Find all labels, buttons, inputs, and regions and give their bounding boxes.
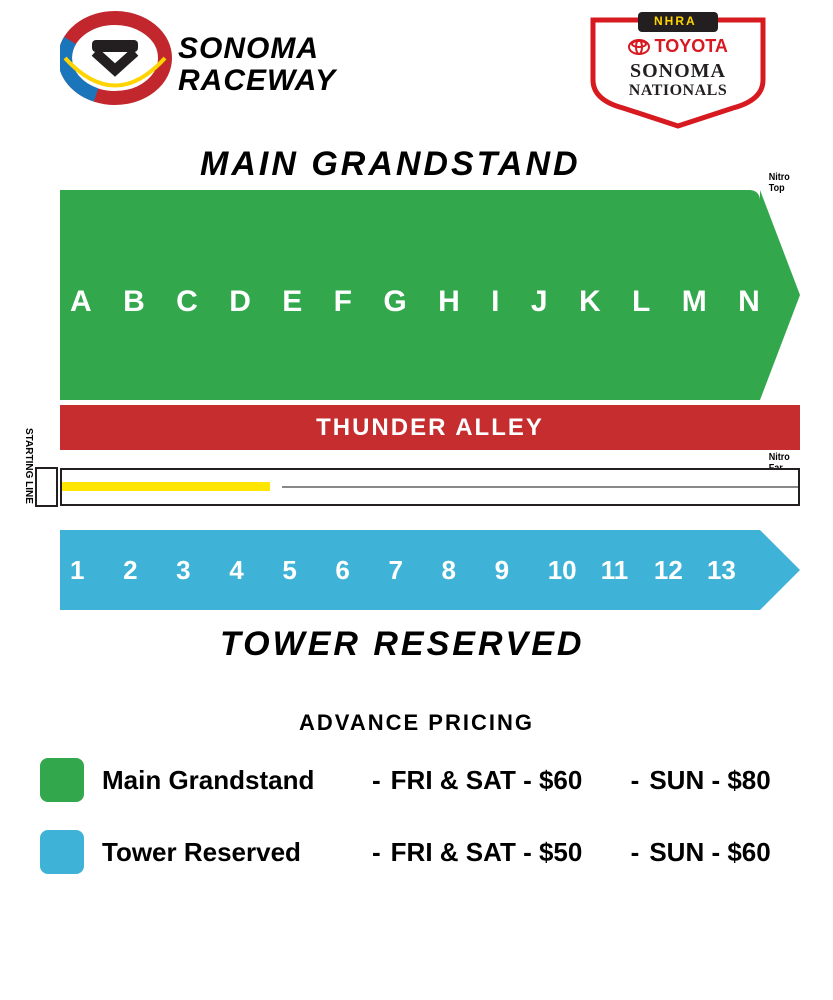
pricing-swatch-icon xyxy=(40,830,84,874)
tower-section: 13 xyxy=(707,555,760,586)
badge-line1: SONOMA xyxy=(613,60,743,83)
sonoma-nationals-logo: NHRA TOYOTA SONOMA NATIONALS xyxy=(583,10,773,130)
start-line-box xyxy=(35,467,58,507)
main-grandstand-title: MAIN GRANDSTAND xyxy=(200,145,581,184)
pricing-swatch-icon xyxy=(40,758,84,802)
pricing-value: FRI & SAT - $50 xyxy=(391,837,621,868)
seating-map: MAIN GRANDSTAND Nitro Top ABCDEFGHIJKLMN… xyxy=(0,130,833,700)
grandstand-section: G xyxy=(383,285,406,319)
pricing-table: ADVANCE PRICING Main Grandstand-FRI & SA… xyxy=(0,700,833,874)
tower-section: 10 xyxy=(548,555,601,586)
pricing-label: Tower Reserved xyxy=(102,837,362,868)
grandstand-section: C xyxy=(176,285,198,319)
grandstand-section: F xyxy=(334,285,352,319)
dash-icon: - xyxy=(372,765,381,796)
badge-line2: NATIONALS xyxy=(613,82,743,100)
grandstand-arrow-icon xyxy=(760,190,800,400)
logo-line2: RACEWAY xyxy=(178,64,336,98)
grandstand-section: N xyxy=(738,285,760,319)
pricing-value: FRI & SAT - $60 xyxy=(391,765,621,796)
logo-line1: SONOMA xyxy=(178,32,319,66)
nhra-label: NHRA xyxy=(654,14,697,28)
grandstand-section: M xyxy=(682,285,707,319)
tower-section: 2 xyxy=(123,555,176,586)
grandstand-sections: ABCDEFGHIJKLMN xyxy=(70,285,760,319)
tower-section: 12 xyxy=(654,555,707,586)
tower-section: 11 xyxy=(601,555,654,586)
dash-icon: - xyxy=(631,837,640,868)
header: SONOMA RACEWAY NHRA TOYOTA SONOMA NATION… xyxy=(0,0,833,130)
toyota-label: TOYOTA xyxy=(655,36,728,56)
tower-section: 7 xyxy=(388,555,441,586)
thunder-alley: THUNDER ALLEY xyxy=(60,405,800,450)
tower-section: 5 xyxy=(282,555,335,586)
dash-icon: - xyxy=(631,765,640,796)
start-line-label: STARTING LINE xyxy=(23,428,34,504)
grandstand-section: A xyxy=(70,285,92,319)
grandstand-section: D xyxy=(229,285,251,319)
tower-section: 9 xyxy=(495,555,548,586)
toyota-logo-icon xyxy=(628,39,650,55)
pricing-row: Tower Reserved-FRI & SAT - $50-SUN - $60 xyxy=(40,830,793,874)
tower-arrow-icon xyxy=(760,530,800,610)
tower-sections: 12345678910111213 xyxy=(70,555,760,586)
pricing-row: Main Grandstand-FRI & SAT - $60-SUN - $8… xyxy=(40,758,793,802)
grandstand-section: J xyxy=(531,285,548,319)
pricing-value: SUN - $60 xyxy=(649,837,770,868)
grandstand-section: I xyxy=(491,285,499,319)
grandstand-section: H xyxy=(438,285,460,319)
grandstand-section: K xyxy=(579,285,601,319)
tower-section: 4 xyxy=(229,555,282,586)
tower-section: 6 xyxy=(335,555,388,586)
pricing-label: Main Grandstand xyxy=(102,765,362,796)
tower-section: 1 xyxy=(70,555,123,586)
pricing-title: ADVANCE PRICING xyxy=(40,710,793,736)
pricing-value: SUN - $80 xyxy=(649,765,770,796)
grandstand-section: E xyxy=(282,285,302,319)
track-launch-zone-icon xyxy=(62,482,282,491)
dash-icon: - xyxy=(372,837,381,868)
grandstand-section: L xyxy=(632,285,650,319)
sonoma-raceway-logo: SONOMA RACEWAY xyxy=(60,10,340,120)
tower-section: 3 xyxy=(176,555,229,586)
tower-section: 8 xyxy=(442,555,495,586)
grandstand-section: B xyxy=(123,285,145,319)
tower-reserved-title: TOWER RESERVED xyxy=(220,625,584,664)
